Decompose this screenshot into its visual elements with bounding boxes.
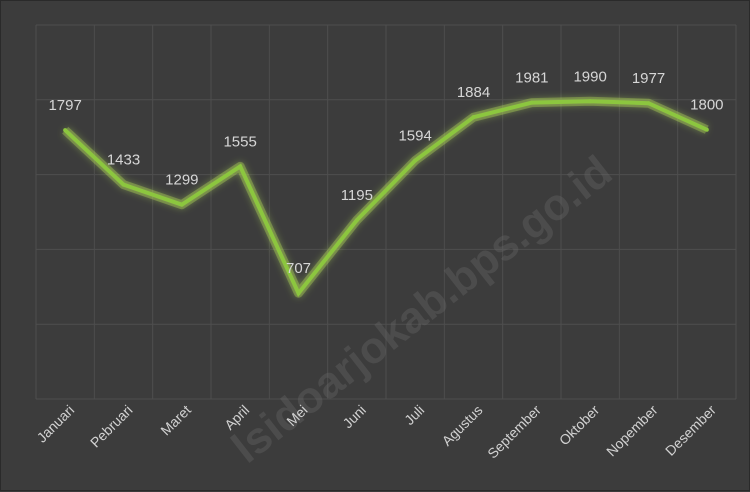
x-tick-label: September — [484, 402, 544, 462]
data-label: 1977 — [632, 70, 665, 87]
x-tick-label: Oktober — [556, 402, 603, 449]
data-label: 707 — [286, 260, 311, 277]
x-axis-ticks: Januari Pebruari Maret April Mei Juni Juli Agus… — [34, 402, 720, 462]
data-label: 1195 — [341, 187, 373, 204]
x-tick-label: Desember — [662, 402, 719, 459]
data-point — [297, 291, 301, 295]
data-point — [705, 128, 709, 132]
data-point — [588, 99, 592, 103]
data-label: 1981 — [515, 70, 548, 87]
data-point — [122, 183, 126, 187]
data-label: 1555 — [223, 133, 256, 150]
data-point — [647, 101, 651, 105]
data-label: 1594 — [398, 128, 431, 145]
x-tick-label: Maret — [157, 402, 194, 439]
data-point — [238, 164, 242, 168]
x-tick-label: Juli — [401, 402, 427, 428]
x-tick-label: Agustus — [439, 402, 486, 449]
data-point — [472, 115, 476, 119]
data-label: 1990 — [573, 68, 606, 85]
data-point — [180, 203, 184, 207]
x-tick-label: Januari — [34, 402, 78, 446]
data-label: 1800 — [690, 97, 723, 114]
x-tick-label: Juni — [339, 402, 368, 431]
x-tick-label: Pebruari — [87, 402, 136, 451]
data-label: 1299 — [165, 172, 198, 189]
data-point — [413, 159, 417, 163]
data-label: 1884 — [457, 84, 490, 101]
data-point — [530, 101, 534, 105]
data-point — [63, 128, 67, 132]
data-label: 1433 — [107, 152, 140, 169]
data-label: 1797 — [48, 97, 81, 114]
data-point — [355, 218, 359, 222]
x-tick-label: Nopember — [603, 402, 661, 460]
